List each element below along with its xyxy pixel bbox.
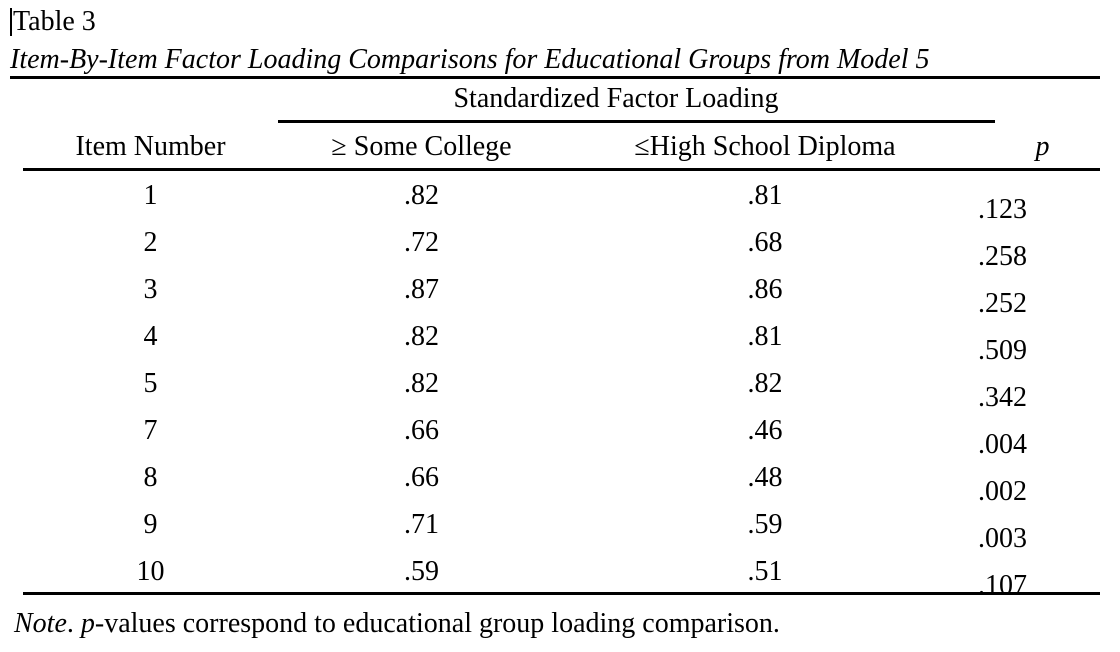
p-value: .003 (978, 522, 1027, 554)
item-number-cell: 10 (136, 555, 165, 587)
some-college-loading-cell: .82 (404, 320, 439, 352)
note-separator: . (66, 608, 81, 639)
some-college-loading-cell: .66 (404, 414, 439, 446)
p-value: .252 (978, 287, 1027, 319)
p-value: .123 (978, 193, 1027, 225)
p-value-cell: .252 (965, 266, 1100, 319)
item-number-cell: 8 (143, 461, 158, 493)
p-value-cell: .107 (965, 548, 1100, 601)
column-spanner-header: Standardized Factor Loading (453, 83, 779, 114)
table-bottom-rule (23, 592, 1100, 595)
table-row: 9 .71 .59 .003 (23, 501, 1100, 554)
table-row: 10 .59 .51 .107 (23, 548, 1100, 601)
table-header-rule (23, 168, 1100, 171)
some-college-loading-cell: .72 (404, 226, 439, 258)
hs-diploma-loading-cell: .81 (747, 320, 783, 352)
item-number-cell: 7 (143, 414, 158, 446)
hs-diploma-loading-cell: .68 (747, 226, 783, 258)
p-value: .107 (978, 569, 1027, 601)
hs-diploma-loading-cell: .48 (747, 461, 783, 493)
hs-diploma-loading-cell: .81 (747, 179, 783, 211)
hs-diploma-loading-cell: .86 (747, 273, 783, 305)
item-number-cell: 4 (143, 320, 158, 352)
p-value: .004 (978, 428, 1027, 460)
some-college-loading-cell: .59 (404, 555, 439, 587)
some-college-loading-cell: .71 (404, 508, 439, 540)
column-header-item-number: Item Number (75, 131, 226, 162)
table-row: 1 .82 .81 .123 (23, 172, 1100, 225)
some-college-loading-cell: .87 (404, 273, 439, 305)
table-note: Note. p-values correspond to educational… (14, 607, 780, 641)
p-value-cell: .123 (965, 172, 1100, 225)
column-header-some-college: ≥ Some College (331, 131, 512, 162)
p-value-cell: .003 (965, 501, 1100, 554)
hs-diploma-loading-cell: .46 (747, 414, 783, 446)
some-college-loading-cell: .82 (404, 367, 439, 399)
p-value-cell: .004 (965, 407, 1100, 460)
item-number-cell: 3 (143, 273, 158, 305)
some-college-loading-cell: .66 (404, 461, 439, 493)
p-value-cell: .342 (965, 360, 1100, 413)
table-row: 8 .66 .48 .002 (23, 454, 1100, 507)
column-header-p: p (1035, 131, 1050, 162)
table-title: Item-By-Item Factor Loading Comparisons … (10, 44, 930, 75)
hs-diploma-loading-cell: .82 (747, 367, 783, 399)
hs-diploma-loading-cell: .51 (747, 555, 783, 587)
column-header-high-school-diploma: ≤High School Diploma (634, 131, 896, 162)
item-number-cell: 2 (143, 226, 158, 258)
table-title-underline: Item-By-Item Factor Loading Comparisons … (10, 45, 1100, 79)
table-row: 3 .87 .86 .252 (23, 266, 1100, 319)
table-row: 7 .66 .46 .004 (23, 407, 1100, 460)
p-value: .509 (978, 334, 1027, 366)
note-text: -values correspond to educational group … (94, 608, 780, 639)
table-row: 5 .82 .82 .342 (23, 360, 1100, 413)
item-number-cell: 9 (143, 508, 158, 540)
p-value-cell: .002 (965, 454, 1100, 507)
item-number-cell: 5 (143, 367, 158, 399)
spanner-rule (278, 120, 995, 123)
p-value: .342 (978, 381, 1027, 413)
table-row: 2 .72 .68 .258 (23, 219, 1100, 272)
factor-loading-table: 1 .82 .81 .123 2 .72 .68 .258 3 .87 .86 … (23, 172, 1100, 601)
table-number-label: Table 3 (13, 6, 96, 37)
note-label: Note (14, 608, 67, 639)
p-value: .258 (978, 240, 1027, 272)
note-p-symbol: p (80, 608, 95, 639)
hs-diploma-loading-cell: .59 (747, 508, 783, 540)
p-value-cell: .258 (965, 219, 1100, 272)
p-value-cell: .509 (965, 313, 1100, 366)
item-number-cell: 1 (143, 179, 158, 211)
some-college-loading-cell: .82 (404, 179, 439, 211)
p-value: .002 (978, 475, 1027, 507)
text-cursor (10, 8, 12, 36)
table-row: 4 .82 .81 .509 (23, 313, 1100, 366)
